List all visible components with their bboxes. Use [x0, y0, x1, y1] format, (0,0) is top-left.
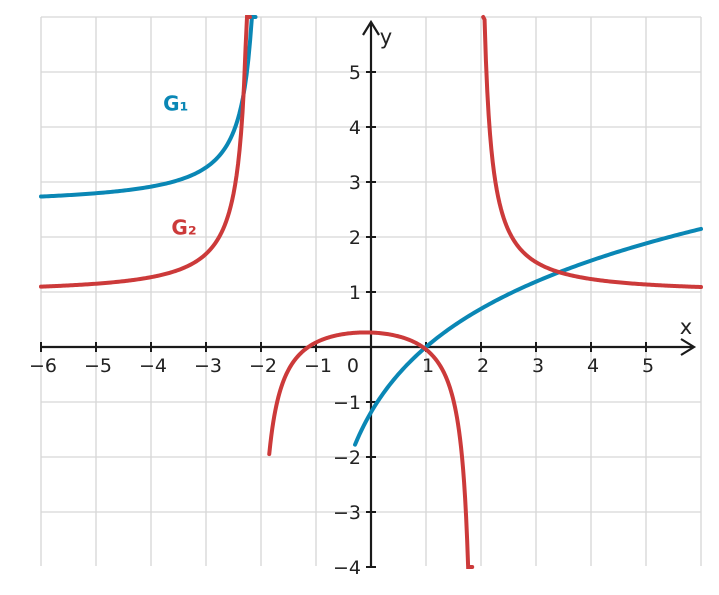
y-tick-label: 3 [349, 172, 361, 194]
y-tick-label: 5 [349, 62, 361, 84]
labels: −6 −5 −4 −3 −2 −1 1 2 3 4 5 −4 −3 −2 −1 1 2 3 4 5 0 x y G₁ G₂ [29, 25, 692, 579]
x-tick-label: 1 [422, 355, 434, 377]
x-tick-label: 3 [532, 355, 544, 377]
x-tick-label: 2 [477, 355, 489, 377]
y-tick-label: 4 [349, 117, 361, 139]
x-tick-label: −1 [304, 355, 332, 377]
curves [39, 15, 703, 569]
x-axis-arrow [680, 338, 697, 356]
x-tick-label: −3 [194, 355, 222, 377]
x-tick-label: −5 [84, 355, 112, 377]
x-tick-label: −2 [249, 355, 277, 377]
origin-label: 0 [347, 355, 359, 377]
x-tick-label: 4 [587, 355, 599, 377]
curve-label-2: G₂ [171, 215, 196, 239]
y-tick-label: 2 [349, 227, 361, 249]
y-tick-label: −3 [333, 502, 361, 524]
x-tick-label: −4 [139, 355, 167, 377]
y-tick-label: 1 [349, 282, 361, 304]
g2-curve-left [39, 15, 252, 289]
x-axis-title: x [680, 315, 692, 339]
y-tick-label: −1 [333, 392, 361, 414]
y-axis-title: y [380, 25, 392, 49]
curve-label-1: G₁ [163, 92, 188, 116]
x-tick-label: −6 [29, 355, 57, 377]
y-tick-label: −2 [333, 447, 361, 469]
y-tick-label: −4 [333, 557, 361, 579]
x-tick-label: 5 [642, 355, 654, 377]
g1-curve-left [39, 15, 258, 199]
axes [40, 19, 697, 568]
g1-curve-right [353, 226, 703, 447]
g2-curve-right [481, 15, 703, 290]
y-axis-arrow [362, 19, 380, 36]
g2-curve-middle [267, 330, 475, 569]
